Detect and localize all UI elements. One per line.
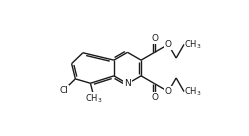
Text: O: O (165, 40, 172, 49)
Text: O: O (151, 93, 158, 102)
Text: O: O (165, 87, 172, 96)
Text: CH$_3$: CH$_3$ (184, 38, 201, 51)
Text: O: O (151, 34, 158, 43)
Text: CH$_3$: CH$_3$ (184, 85, 201, 98)
Text: N: N (124, 79, 131, 88)
Text: CH$_3$: CH$_3$ (85, 92, 103, 105)
Text: Cl: Cl (59, 86, 68, 95)
